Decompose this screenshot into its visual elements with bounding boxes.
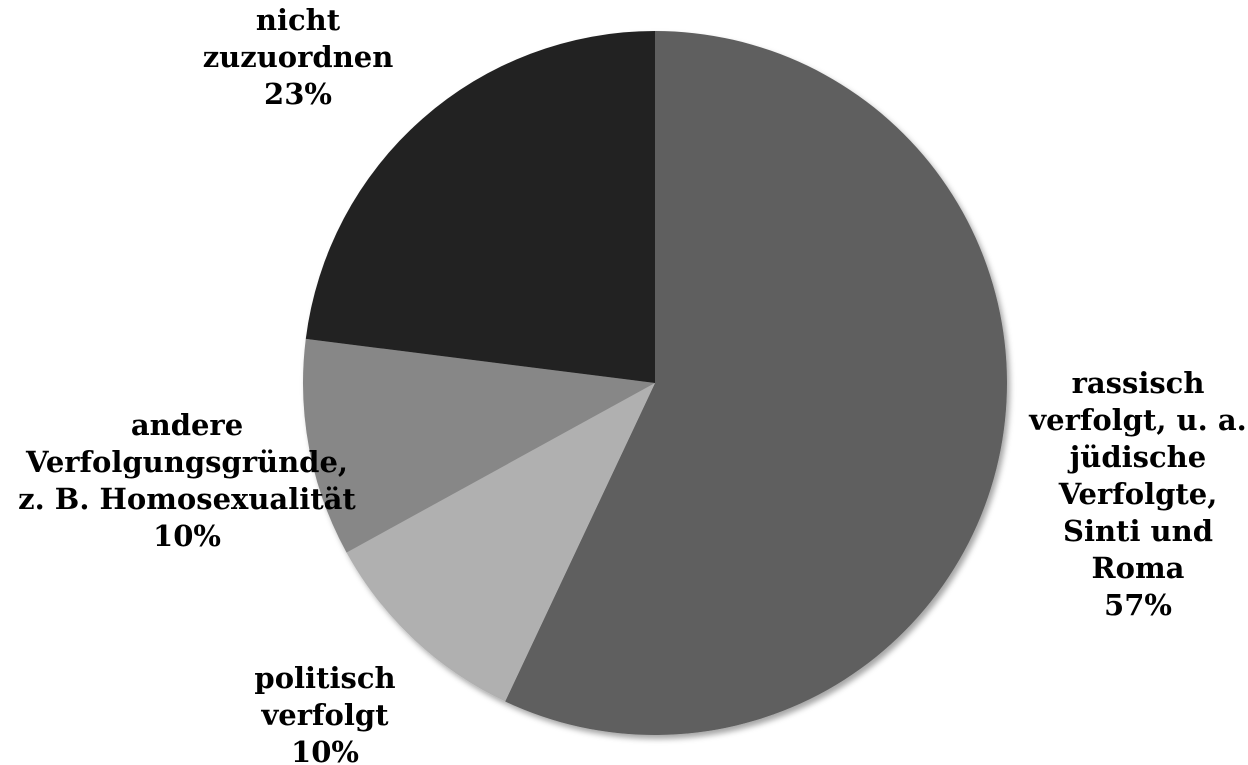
slice-category-label-line: zuzuordnen <box>203 40 394 74</box>
slice-category-label-line: Verfolgte, <box>1058 477 1218 511</box>
slice-label-0: rassisch verfolgt, u. a. jüdische Verfolgte… <box>1028 366 1246 622</box>
slice-value-label: 10% <box>153 519 221 553</box>
slice-label-1: politisch verfolgt 10% <box>254 661 395 765</box>
pie-slice-0 <box>505 31 1008 735</box>
slice-category-label-line: rassisch <box>1072 366 1205 400</box>
slice-label-2: andere Verfolgungsgründe, z. B. Homosexual… <box>18 408 356 553</box>
slice-category-label-line: politisch <box>254 661 395 695</box>
pie-slice-1 <box>346 383 655 702</box>
slice-labels: rassisch verfolgt, u. a. jüdische Verfolgte… <box>18 3 1247 765</box>
slice-category-label-line: andere <box>131 408 243 442</box>
pie-slice-3 <box>305 31 655 383</box>
slice-value-label: 57% <box>1104 588 1172 622</box>
slice-category-label-line: Sinti und <box>1063 514 1213 548</box>
slice-category-label-line: jüdische <box>1067 440 1206 474</box>
slice-category-label-line: nicht <box>256 3 341 37</box>
slice-value-label: 10% <box>291 735 359 765</box>
slice-category-label-line: z. B. Homosexualität <box>18 482 356 516</box>
slice-category-label-line: Roma <box>1092 551 1185 585</box>
pie-slice-2 <box>303 338 655 553</box>
slice-label-3: nicht zuzuordnen 23% <box>203 3 394 111</box>
slice-value-label: 23% <box>264 77 332 111</box>
pie-slices <box>303 31 1008 735</box>
slice-category-label-line: Verfolgungsgründe, <box>25 445 348 479</box>
slice-category-label-line: verfolgt, u. a. <box>1028 403 1246 437</box>
slice-category-label-line: verfolgt <box>260 698 389 732</box>
